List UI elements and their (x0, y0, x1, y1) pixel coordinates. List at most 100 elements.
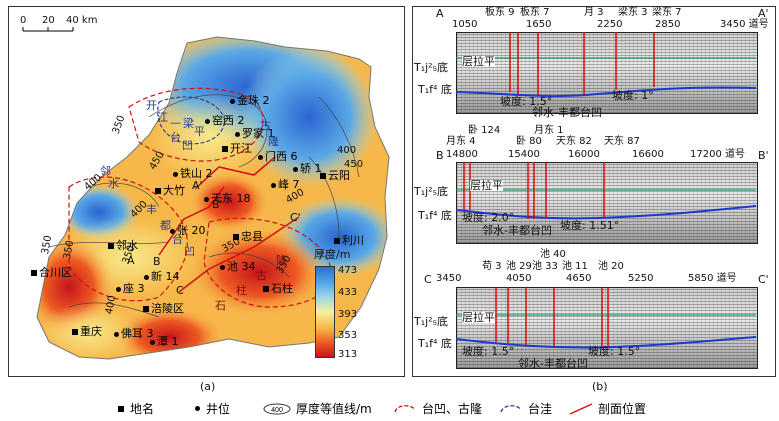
region-char: 古 (260, 119, 271, 132)
place-fuling: 涪陵区 (143, 300, 184, 316)
region-char: 柱 (236, 284, 247, 297)
axis-tick: 1650 (526, 19, 552, 30)
well-label: 月 3 (584, 7, 604, 18)
section-b-right: B' (758, 149, 769, 162)
region-char: 石 (215, 299, 226, 312)
well-tiandong-18: 天东 18 (204, 190, 251, 206)
section-a-horizons (456, 32, 756, 98)
axis-tick: 3450 道号 (720, 19, 769, 30)
section-a-right: A' (758, 7, 769, 20)
well-zuo-3: 座 3 (116, 280, 145, 296)
well-label: 池 33 (532, 261, 558, 272)
square-icon (118, 405, 124, 412)
place-linshui: 邻水 (108, 237, 138, 253)
section-c-left: C (424, 273, 432, 286)
top-horizon-label: T₁j²₅底 (414, 61, 449, 74)
legend-well: 井位 (195, 400, 230, 417)
base-horizon-label: T₁f⁴ 底 (418, 83, 452, 96)
place-lichuan: 利川 (334, 232, 364, 248)
place-kaijiang: 开江 (222, 140, 252, 156)
well-label: 天东 87 (604, 136, 640, 147)
section-c-right: C' (758, 273, 769, 286)
basin-label: 邻水-丰都台凹 (518, 357, 588, 370)
flat-label: 层拉平 (462, 55, 495, 68)
contour-icon: 400 (263, 403, 291, 414)
slope-label: 坡度: 1.5° (588, 345, 641, 358)
well-label: 天东 82 (556, 136, 592, 147)
region-char: 平 (194, 125, 205, 138)
caption-a: (a) (200, 380, 216, 393)
basin-label: 邻水-丰都台凹 (532, 106, 602, 119)
well-label: 苟 3 (482, 261, 502, 272)
place-chongqing: 重庆 (72, 323, 102, 339)
dot-icon (195, 406, 200, 411)
thickness-map (22, 27, 390, 360)
section-b-left: B (436, 149, 444, 162)
region-char: 凹 (184, 245, 195, 258)
well-label: 池 20 (598, 261, 624, 272)
well-chi-34: 池 34 (220, 258, 256, 274)
place-yunyang: 云阳 (320, 167, 350, 183)
region-char: 水 (108, 177, 119, 190)
base-horizon-label: T₁f⁴ 底 (418, 337, 452, 350)
region-char: 江 (157, 111, 168, 124)
section-c-horizons (456, 287, 756, 349)
legend-contour: 400 厚度等值线/m (262, 400, 372, 417)
caption-b: (b) (592, 380, 608, 393)
contour-value: 450 (344, 159, 364, 170)
legend-place: 地名 (118, 400, 154, 417)
place-zhongxian: 忠县 (233, 228, 263, 244)
well-label: 梁东 3 (618, 7, 648, 18)
well-label: 月东 4 (446, 136, 476, 147)
well-label: 月东 1 (534, 125, 564, 136)
colorbar-tick-313: 313 (338, 349, 358, 360)
slope-label: 坡度: 1.5° (462, 345, 515, 358)
well-label: 池 29 (506, 261, 532, 272)
well-xin-14: 新 14 (144, 268, 180, 284)
well-label: 梁东 7 (652, 7, 682, 18)
top-horizon-label: T₁j²₅底 (414, 185, 449, 198)
top-horizon-label: T₁j²₅底 (414, 315, 449, 328)
colorbar-title: 厚度/m (314, 248, 351, 261)
slope-label: 坡度: 1.5° (500, 95, 553, 108)
section-letter-b: B (153, 255, 161, 268)
axis-tick: 5850 道号 (688, 273, 737, 284)
basin-label: 邻水-丰都台凹 (482, 224, 552, 237)
axis-tick: 16000 (568, 149, 600, 160)
well-foer-3: 佛耳 3 (114, 325, 154, 341)
axis-tick: 17200 道号 (690, 149, 745, 160)
section-letter-b-prime: B' (212, 198, 223, 211)
region-char: 隆 (276, 254, 287, 267)
place-shizhu: 石柱 (263, 280, 293, 296)
region-char: — (170, 116, 181, 129)
region-char: 开 (146, 99, 157, 112)
well-label: 卧 124 (468, 125, 501, 136)
region-char: 梁 (183, 117, 194, 130)
well-tan-1: 潭 1 (150, 333, 179, 349)
axis-tick: 2850 (655, 19, 681, 30)
seismic-section-c (456, 287, 758, 369)
blue-dashed-outline-icon (500, 404, 522, 412)
section-a-left: A (436, 7, 444, 20)
slope-label: 坡度: 1.51° (560, 219, 620, 232)
section-line-c (178, 216, 300, 293)
well-label: 板东 9 (485, 7, 515, 18)
section-b-horizons (456, 162, 756, 220)
colorbar-tick-433: 433 (338, 287, 358, 298)
region-char: 台 (170, 131, 181, 144)
red-line-icon (569, 402, 593, 415)
well-label: 板东 7 (520, 7, 550, 18)
colorbar-tick-473: 473 (338, 265, 358, 276)
place-hechuan: 合川区 (31, 264, 72, 280)
flat-label: 层拉平 (470, 179, 503, 192)
region-char: 凹 (182, 139, 193, 152)
well-jiao-1: 轿 1 (293, 160, 322, 176)
section-letter-c: C (176, 284, 184, 297)
region-char: 隆 (268, 135, 279, 148)
red-dashed-outline-icon (394, 404, 416, 412)
slope-label: 坡度: 1° (612, 89, 654, 102)
well-label: 池 11 (562, 261, 588, 272)
well-feng-7: 峰 7 (271, 176, 300, 192)
region-char: 台 (172, 233, 183, 246)
seismic-section-a (456, 32, 758, 114)
